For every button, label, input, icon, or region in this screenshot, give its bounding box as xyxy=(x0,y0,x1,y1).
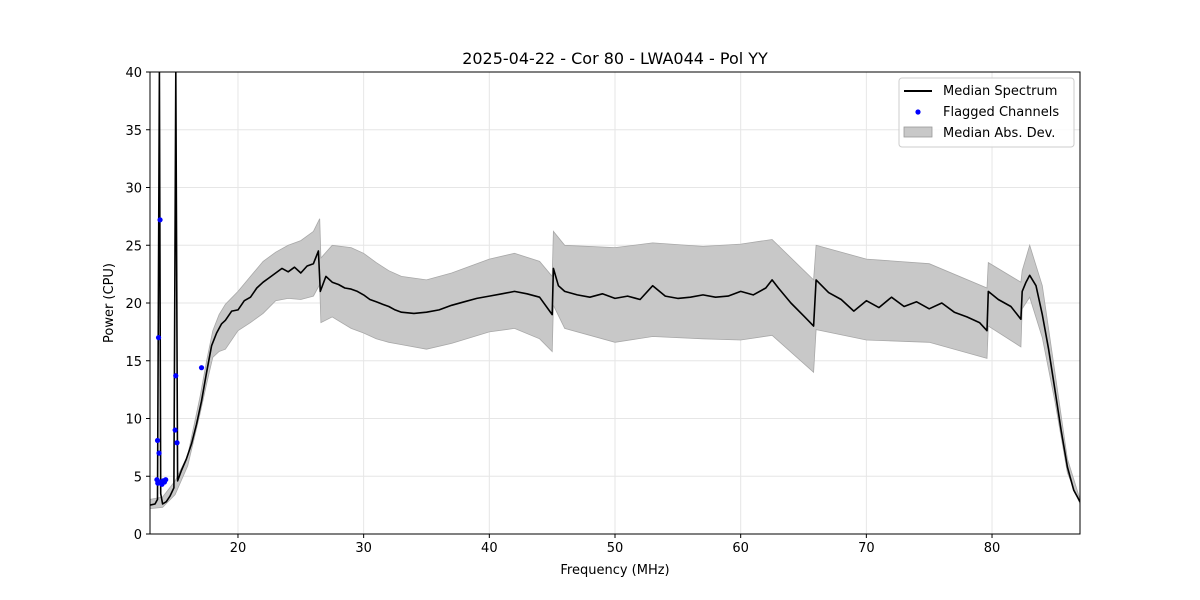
y-axis-ticks: 0 5 10 15 20 25 30 35 40 xyxy=(125,66,150,543)
y-tick-label: 40 xyxy=(125,66,142,81)
flagged-channel-point xyxy=(173,373,179,379)
median-spectrum-line xyxy=(150,72,1080,506)
y-tick-label: 30 xyxy=(125,182,142,197)
x-tick-label: 20 xyxy=(230,541,247,556)
flagged-points-layer xyxy=(154,217,205,487)
y-axis-label: Power (CPU) xyxy=(102,263,117,343)
legend: Median Spectrum Flagged Channels Median … xyxy=(898,77,1075,148)
flagged-channel-point xyxy=(172,427,178,433)
x-tick-label: 60 xyxy=(732,541,749,556)
x-tick-label: 40 xyxy=(481,541,498,556)
legend-band-swatch xyxy=(903,126,933,138)
y-tick-label: 10 xyxy=(125,413,142,428)
median-line-layer xyxy=(150,72,1080,506)
flagged-channel-point xyxy=(154,437,161,444)
x-axis-label: Frequency (MHz) xyxy=(560,563,669,578)
y-tick-label: 35 xyxy=(125,124,142,139)
flagged-channel-point xyxy=(156,450,162,456)
x-tick-label: 30 xyxy=(355,541,372,556)
mad-band xyxy=(150,218,1080,510)
y-tick-label: 15 xyxy=(125,355,142,370)
y-tick-label: 5 xyxy=(134,470,142,485)
x-axis-ticks: 20 30 40 50 60 70 80 xyxy=(230,534,1001,556)
flagged-channel-point xyxy=(155,335,162,341)
legend-box xyxy=(898,77,1075,148)
chart-title: 2025-04-22 - Cor 80 - LWA044 - Pol YY xyxy=(462,49,768,68)
x-tick-label: 50 xyxy=(607,541,624,556)
y-tick-label: 25 xyxy=(125,239,142,254)
flagged-channel-point xyxy=(174,440,180,446)
legend-label-flagged: Flagged Channels xyxy=(943,105,1059,120)
x-tick-label: 70 xyxy=(858,541,875,556)
flagged-channel-point xyxy=(198,365,205,371)
y-tick-label: 0 xyxy=(134,528,142,543)
legend-label-median: Median Spectrum xyxy=(943,84,1057,99)
legend-label-mad: Median Abs. Dev. xyxy=(943,126,1055,141)
legend-point-swatch xyxy=(915,109,921,115)
mad-band-layer xyxy=(150,218,1080,510)
flagged-channel-point xyxy=(157,217,163,223)
x-tick-label: 80 xyxy=(984,541,1001,556)
flagged-channel-point xyxy=(163,477,169,483)
y-tick-label: 20 xyxy=(125,297,142,312)
